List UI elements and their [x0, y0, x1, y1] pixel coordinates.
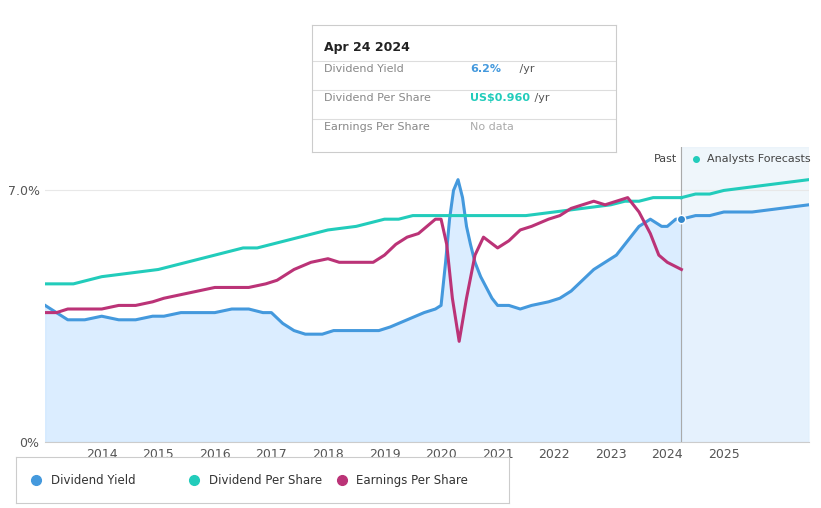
Text: /yr: /yr	[530, 93, 549, 103]
Text: Dividend Per Share: Dividend Per Share	[324, 93, 431, 103]
Text: Earnings Per Share: Earnings Per Share	[324, 122, 430, 132]
Text: 6.2%: 6.2%	[470, 64, 501, 74]
Text: Dividend Yield: Dividend Yield	[324, 64, 404, 74]
Text: Dividend Yield: Dividend Yield	[51, 473, 135, 487]
Text: Dividend Per Share: Dividend Per Share	[209, 473, 322, 487]
Text: Apr 24 2024: Apr 24 2024	[324, 41, 410, 54]
Text: Earnings Per Share: Earnings Per Share	[356, 473, 468, 487]
Text: /yr: /yr	[516, 64, 534, 74]
Bar	[681, 147, 809, 442]
Text: Past: Past	[654, 154, 677, 164]
Text: No data: No data	[470, 122, 514, 132]
Text: US$0.960: US$0.960	[470, 93, 530, 103]
Text: Analysts Forecasts: Analysts Forecasts	[707, 154, 810, 164]
